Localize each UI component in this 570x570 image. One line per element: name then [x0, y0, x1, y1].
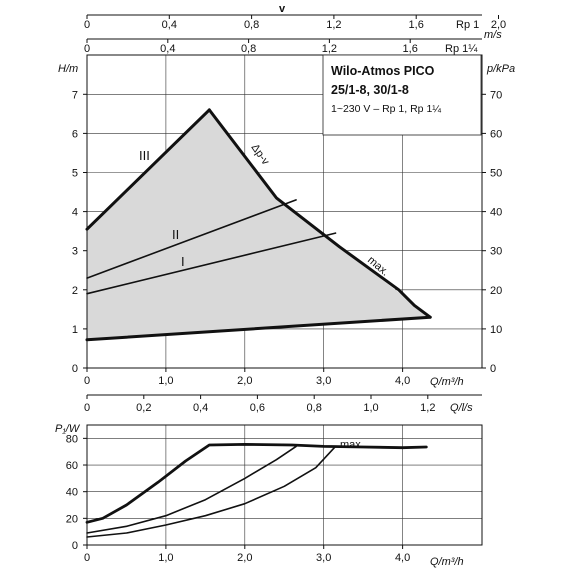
ls-axis-tick-label: 0,2	[136, 402, 151, 414]
top-axis1-tick-label: 0,4	[162, 19, 177, 31]
curve-iii	[85, 108, 211, 231]
y-tick-label: 5	[72, 168, 78, 180]
ls-axis-tick-label: 0,6	[250, 402, 265, 414]
top-axis-label: v	[279, 3, 286, 15]
flow-ls-axis-label: Q/l/s	[450, 402, 473, 414]
curve-label-i: I	[181, 254, 185, 269]
ls-axis-tick-label: 1,0	[363, 402, 378, 414]
x-tick-label: 2,0	[237, 375, 252, 387]
top-axis1-name: Rp 1	[456, 19, 479, 31]
operating-range-area	[87, 109, 431, 340]
y-tick-label: 1	[72, 324, 78, 336]
ls-axis-tick-label: 1,2	[420, 402, 435, 414]
y-tick-label: 4	[72, 207, 78, 219]
power-x-tick-label: 1,0	[158, 552, 173, 564]
chart-title-line2: 25/1-8, 30/1-8	[331, 83, 409, 97]
chart-title: Wilo-Atmos PICO	[331, 64, 435, 78]
y-tick-label: 0	[72, 363, 78, 375]
y-right-tick-label: 40	[490, 207, 502, 219]
top-axis2-tick-label: 0,8	[241, 43, 256, 55]
x-tick-label: 0	[84, 375, 90, 387]
title-box	[322, 54, 482, 136]
power-max-label: max.	[340, 439, 364, 451]
y-right-tick-label: 30	[490, 246, 502, 258]
y-right-tick-label: 70	[490, 89, 502, 101]
top-axis2-tick-label: 1,2	[322, 43, 337, 55]
y-right-axis-label: p/kPa	[486, 63, 515, 75]
curve-ii	[86, 199, 297, 279]
power-curve-max	[85, 443, 428, 524]
ls-axis-tick-label: 0,4	[193, 402, 208, 414]
y-right-tick-label: 20	[490, 285, 502, 297]
top-axis2-tick-label: 0	[84, 43, 90, 55]
power-x-tick-label: 4,0	[395, 552, 410, 564]
power-y-tick-label: 20	[66, 513, 78, 525]
power-y-tick-label: 0	[72, 540, 78, 552]
curve-max	[207, 108, 432, 319]
top-axis2-tick-label: 0,4	[160, 43, 175, 55]
y-right-tick-label: 60	[490, 128, 502, 140]
x-tick-label: 4,0	[395, 375, 410, 387]
x-axis-label: Q/m³/h	[430, 376, 464, 388]
y-tick-label: 3	[72, 246, 78, 258]
x-tick-label: 3,0	[316, 375, 331, 387]
top-axis2-tick-label: 1,6	[403, 43, 418, 55]
curve-label-ii: II	[172, 227, 179, 242]
power-curve-low	[86, 445, 337, 538]
power-x-axis-label: Q/m³/h	[430, 556, 464, 568]
top-axis1-tick-label: 1,6	[409, 19, 424, 31]
top-axis1-tick-label: 1,2	[326, 19, 341, 31]
y-axis-label: H/m	[58, 63, 78, 75]
y-right-tick-label: 50	[490, 168, 502, 180]
y-right-tick-label: 10	[490, 324, 502, 336]
curve-min	[85, 315, 432, 342]
chart-subtitle: 1~230 V – Rp 1, Rp 1¼	[331, 103, 441, 115]
top-axis-unit: m/s	[484, 29, 502, 41]
y-right-tick-label: 0	[490, 363, 496, 375]
area-layer	[87, 109, 431, 340]
power-y-tick-label: 80	[66, 433, 78, 445]
y-tick-label: 7	[72, 89, 78, 101]
ls-axis-tick-label: 0	[84, 402, 90, 414]
y-tick-label: 6	[72, 128, 78, 140]
top-axis1-tick-label: 2,0	[491, 19, 506, 31]
y-tick-label: 2	[72, 285, 78, 297]
bottom-plot-frame	[86, 424, 483, 546]
power-y-axis-label: P₁/W	[55, 423, 81, 435]
curve-label-iii: III	[139, 148, 150, 163]
ls-axis-tick-label: 0,8	[307, 402, 322, 414]
top-axis2-name: Rp 1¼	[445, 43, 478, 55]
curve-layer	[85, 108, 432, 538]
x-tick-label: 1,0	[158, 375, 173, 387]
power-y-tick-label: 60	[66, 460, 78, 472]
power-x-tick-label: 3,0	[316, 552, 331, 564]
top-axis1-tick-label: 0	[84, 19, 90, 31]
curve-i	[86, 232, 337, 295]
power-x-tick-label: 0	[84, 552, 90, 564]
power-y-tick-label: 40	[66, 487, 78, 499]
power-curve-mid	[86, 445, 297, 534]
top-axis1-tick-label: 0,8	[244, 19, 259, 31]
power-x-tick-label: 2,0	[237, 552, 252, 564]
